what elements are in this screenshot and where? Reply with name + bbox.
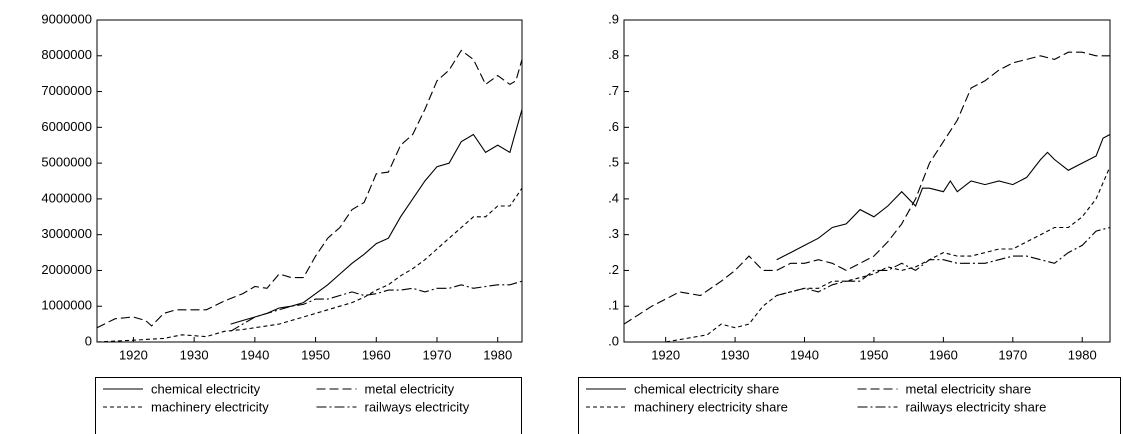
- y-tick-label: 1000000: [41, 298, 92, 313]
- legend-label: chemical electricity share: [634, 381, 779, 396]
- y-tick-label: .4: [608, 190, 619, 205]
- legend-label: machinery electricity share: [634, 399, 788, 414]
- x-tick-label: 1940: [790, 347, 819, 362]
- y-tick-label: 6000000: [41, 119, 92, 134]
- legend-box: [95, 377, 522, 434]
- y-tick-label: 2000000: [41, 262, 92, 277]
- line-series: [96, 187, 523, 343]
- line-series: [623, 51, 1110, 325]
- x-tick-label: 1950: [859, 347, 888, 362]
- x-tick-label: 1930: [721, 347, 750, 362]
- x-tick-label: 1920: [119, 347, 148, 362]
- legend-label: machinery electricity: [151, 399, 269, 414]
- line-series: [776, 226, 1111, 297]
- x-tick-label: 1940: [240, 347, 269, 362]
- y-tick-label: 0: [85, 333, 92, 348]
- x-tick-label: 1970: [423, 347, 452, 362]
- y-tick-label: .9: [608, 11, 619, 26]
- line-series: [624, 166, 1111, 343]
- y-tick-label: 7000000: [41, 83, 92, 98]
- x-tick-label: 1970: [998, 347, 1027, 362]
- legend-label: chemical electricity: [151, 381, 261, 396]
- x-tick-label: 1980: [483, 347, 512, 362]
- x-tick-label: 1920: [651, 347, 680, 362]
- line-series: [776, 134, 1111, 261]
- line-series: [230, 280, 523, 332]
- legend-label: metal electricity: [365, 381, 455, 396]
- y-tick-label: .6: [608, 119, 619, 134]
- plot-frame: [96, 19, 523, 343]
- x-tick-label: 1960: [929, 347, 958, 362]
- x-tick-label: 1930: [180, 347, 209, 362]
- legend-label: railways electricity share: [906, 399, 1047, 414]
- y-tick-label: 5000000: [41, 155, 92, 170]
- y-tick-label: 4000000: [41, 190, 92, 205]
- y-tick-label: .5: [608, 155, 619, 170]
- legend-label: metal electricity share: [906, 381, 1032, 396]
- y-tick-label: .1: [608, 298, 619, 313]
- legend-label: railways electricity: [365, 399, 470, 414]
- line-series: [96, 49, 523, 329]
- line-series: [230, 109, 523, 325]
- y-tick-label: .0: [608, 333, 619, 348]
- y-tick-label: 9000000: [41, 11, 92, 26]
- y-tick-label: .7: [608, 83, 619, 98]
- y-tick-label: .2: [608, 262, 619, 277]
- x-tick-label: 1980: [1068, 347, 1097, 362]
- plot-frame: [623, 19, 1111, 343]
- y-tick-label: 8000000: [41, 47, 92, 62]
- x-tick-label: 1950: [301, 347, 330, 362]
- y-tick-label: 3000000: [41, 226, 92, 241]
- y-tick-label: .3: [608, 226, 619, 241]
- y-tick-label: .8: [608, 47, 619, 62]
- legend-box: [578, 377, 1121, 434]
- x-tick-label: 1960: [362, 347, 391, 362]
